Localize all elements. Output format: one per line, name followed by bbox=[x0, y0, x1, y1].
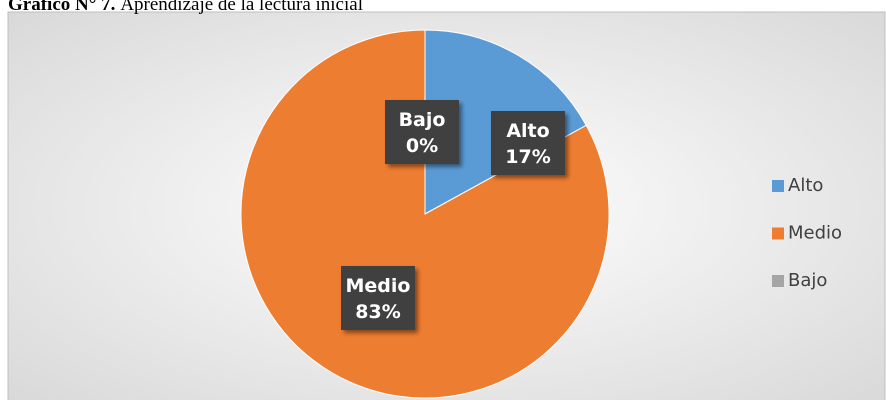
data-labels: Alto 17% Medio 83% Bajo 0% bbox=[341, 100, 565, 330]
data-label-box bbox=[491, 111, 565, 175]
data-label-category: Bajo bbox=[399, 109, 446, 131]
legend: Alto Medio Bajo bbox=[772, 175, 842, 291]
chart-title: Gráfico N° 7. Aprendizaje de la lectura i… bbox=[8, 0, 363, 15]
legend-label: Bajo bbox=[788, 270, 827, 291]
legend-swatch bbox=[772, 275, 784, 287]
data-label-value: 83% bbox=[355, 301, 400, 323]
data-label: Alto 17% bbox=[491, 111, 565, 175]
data-label: Medio 83% bbox=[341, 266, 415, 330]
legend-swatch bbox=[772, 227, 784, 240]
legend-swatch bbox=[772, 180, 784, 192]
data-label-value: 17% bbox=[505, 146, 550, 168]
pie bbox=[240, 29, 610, 399]
legend-label: Medio bbox=[788, 223, 842, 244]
title-label: Gráfico N° 7. bbox=[8, 0, 115, 15]
data-label-category: Alto bbox=[506, 120, 549, 142]
data-label-value: 0% bbox=[406, 135, 438, 157]
data-label-category: Medio bbox=[346, 275, 411, 297]
data-label: Bajo 0% bbox=[385, 100, 459, 164]
title-text: Aprendizaje de la lectura inicial bbox=[120, 0, 363, 15]
legend-label: Alto bbox=[788, 175, 823, 196]
data-label-box bbox=[341, 266, 415, 330]
data-label-box bbox=[385, 100, 459, 164]
